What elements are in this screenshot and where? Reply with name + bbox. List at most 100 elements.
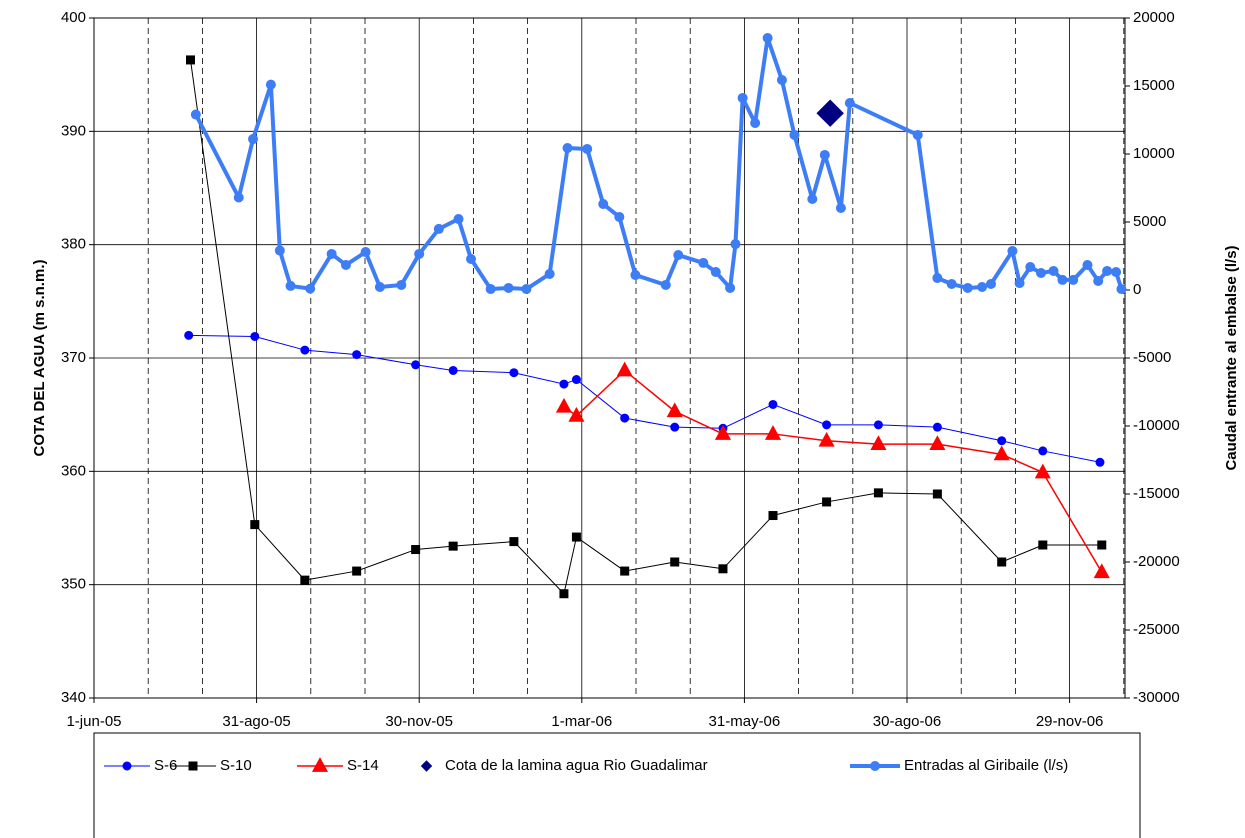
marker xyxy=(946,279,957,290)
marker xyxy=(620,566,630,576)
marker xyxy=(673,250,684,261)
marker xyxy=(660,279,671,290)
marker xyxy=(818,431,835,447)
marker xyxy=(1007,245,1018,256)
marker xyxy=(822,497,832,507)
marker xyxy=(1048,265,1059,276)
y-tick-label: 390 xyxy=(61,122,86,139)
marker xyxy=(571,532,581,542)
y2-tick-label: -10000 xyxy=(1133,417,1180,434)
legend-label: Entradas al Giribaile (l/s) xyxy=(904,757,1068,774)
y2-tick-label: 10000 xyxy=(1133,145,1175,162)
marker xyxy=(932,489,942,499)
marker xyxy=(993,445,1010,461)
marker xyxy=(1014,278,1025,289)
marker xyxy=(396,279,407,290)
marker xyxy=(559,379,569,389)
marker xyxy=(997,557,1007,567)
marker xyxy=(870,761,880,771)
marker xyxy=(374,282,385,293)
marker xyxy=(730,239,741,250)
marker xyxy=(559,589,569,599)
marker xyxy=(274,245,285,256)
y-tick-label: 400 xyxy=(61,9,86,26)
marker xyxy=(544,268,555,279)
marker xyxy=(285,280,296,291)
marker xyxy=(725,282,736,293)
marker xyxy=(698,257,709,268)
marker xyxy=(185,55,195,65)
marker xyxy=(835,202,846,213)
marker xyxy=(582,143,593,154)
marker xyxy=(509,368,519,378)
marker xyxy=(265,79,276,90)
y-tick-label: 370 xyxy=(61,349,86,366)
marker xyxy=(768,399,778,409)
marker xyxy=(616,361,633,377)
marker xyxy=(571,375,581,385)
marker xyxy=(250,331,260,341)
marker xyxy=(509,537,519,547)
marker xyxy=(912,129,923,140)
x-tick-label: 1-jun-05 xyxy=(66,713,121,730)
marker xyxy=(250,520,260,530)
series-line xyxy=(194,35,1124,292)
marker xyxy=(503,282,514,293)
marker xyxy=(466,253,477,264)
marker xyxy=(414,248,425,259)
marker xyxy=(411,545,421,555)
y-tick-label: 340 xyxy=(61,689,86,706)
marker xyxy=(819,149,830,160)
marker xyxy=(340,259,351,270)
marker xyxy=(433,223,444,234)
marker xyxy=(305,283,316,294)
marker xyxy=(620,413,630,423)
y2-tick-label: 20000 xyxy=(1133,9,1175,26)
y2-tick-label: 5000 xyxy=(1133,213,1166,230)
y2-tick-label: -5000 xyxy=(1133,349,1171,366)
marker xyxy=(248,134,259,145)
marker xyxy=(190,109,201,120)
marker xyxy=(932,422,942,432)
marker xyxy=(300,345,310,355)
marker xyxy=(997,436,1007,446)
marker xyxy=(1093,563,1110,579)
legend-label: S-10 xyxy=(220,757,252,774)
marker xyxy=(844,98,855,108)
marker xyxy=(448,365,458,375)
marker xyxy=(555,397,572,413)
y-tick-label: 360 xyxy=(61,462,86,479)
marker xyxy=(360,247,371,258)
marker xyxy=(448,541,458,551)
marker xyxy=(1068,274,1079,285)
marker xyxy=(568,406,585,422)
marker xyxy=(873,488,883,498)
marker xyxy=(352,350,362,360)
legend-box xyxy=(93,732,1141,838)
marker xyxy=(630,270,641,281)
marker xyxy=(737,92,748,103)
marker xyxy=(932,273,943,284)
x-tick-label: 30-nov-05 xyxy=(385,713,453,730)
y-axis-title: COTA DEL AGUA (m s.n.m.) xyxy=(31,260,48,457)
marker xyxy=(666,402,683,418)
marker xyxy=(929,435,946,451)
marker xyxy=(485,284,496,295)
marker xyxy=(233,192,244,203)
y2-tick-label: -30000 xyxy=(1133,689,1180,706)
y2-tick-label: -25000 xyxy=(1133,621,1180,638)
y2-tick-label: -15000 xyxy=(1133,485,1180,502)
marker xyxy=(1034,463,1051,479)
legend-label: S-6 xyxy=(154,757,177,774)
plot-frame xyxy=(93,17,1126,699)
marker xyxy=(352,566,362,576)
marker xyxy=(977,282,988,293)
marker xyxy=(870,435,887,451)
marker xyxy=(816,99,844,127)
y-tick-label: 380 xyxy=(61,236,86,253)
marker xyxy=(562,143,573,154)
marker xyxy=(1097,540,1107,550)
marker xyxy=(714,425,732,440)
marker xyxy=(762,32,773,43)
